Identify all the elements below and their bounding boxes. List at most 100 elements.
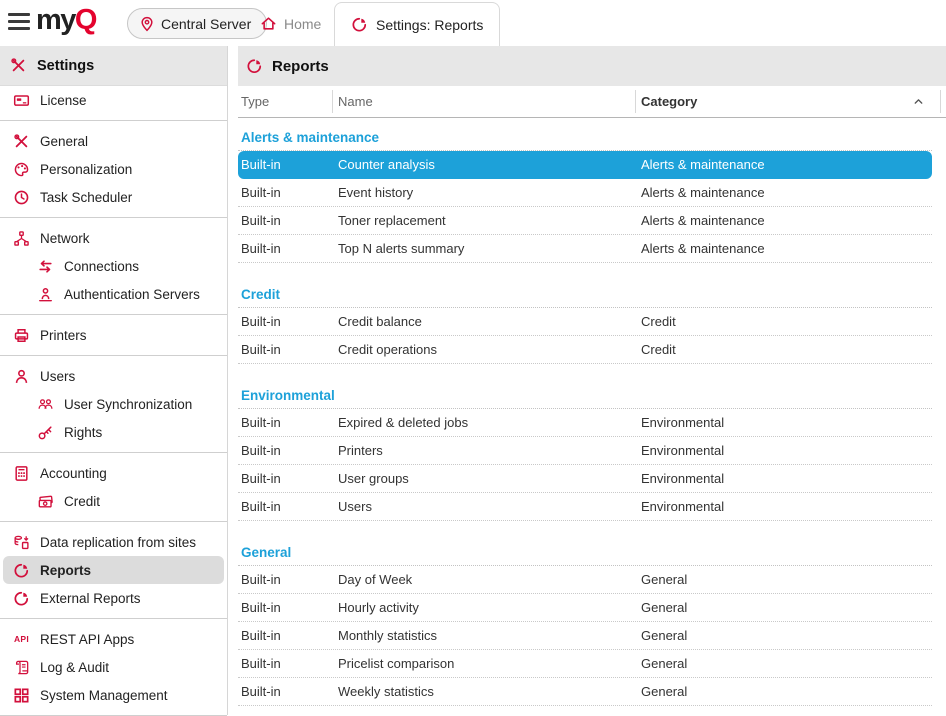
cell-category: Environmental [641, 443, 725, 458]
cell-type: Built-in [241, 684, 281, 699]
cell-category: General [641, 600, 688, 615]
sync-arrows-icon [37, 258, 54, 275]
sidebar-item-label: Printers [40, 327, 87, 343]
column-header-category[interactable]: Category [641, 94, 698, 109]
scroll-icon [13, 659, 30, 676]
home-icon [260, 15, 277, 32]
column-header-type[interactable]: Type [241, 94, 270, 109]
central-server-button[interactable]: Central Server [127, 8, 268, 39]
cell-category: Alerts & maintenance [641, 185, 765, 200]
calculator-icon [13, 465, 30, 482]
cell-category: Alerts & maintenance [641, 241, 765, 256]
cell-name: Toner replacement [338, 213, 446, 228]
table-row[interactable]: Built-in Users Environmental [238, 493, 932, 521]
sidebar-item-label: Authentication Servers [64, 286, 200, 302]
sidebar-item-accounting[interactable]: Accounting [3, 459, 224, 487]
sidebar-item-connections[interactable]: Connections [3, 252, 224, 280]
cell-type: Built-in [241, 600, 281, 615]
sidebar-item-network[interactable]: Network [3, 224, 224, 252]
cell-category: General [641, 572, 688, 587]
cell-name: Printers [338, 443, 383, 458]
tools-icon [13, 133, 30, 150]
cell-name: Credit balance [338, 314, 422, 329]
cell-category: General [641, 628, 688, 643]
location-pin-icon [138, 15, 155, 32]
cell-category: Alerts & maintenance [641, 213, 765, 228]
table-row[interactable]: Built-in Weekly statistics General [238, 678, 932, 706]
sidebar-item-credit[interactable]: Credit [3, 487, 224, 515]
column-separator [635, 90, 636, 113]
grid-icon [13, 687, 30, 704]
cell-type: Built-in [241, 314, 281, 329]
cell-type: Built-in [241, 471, 281, 486]
tab-settings-reports[interactable]: Settings: Reports [334, 2, 501, 46]
sidebar-item-label: Users [40, 368, 76, 384]
cell-type: Built-in [241, 415, 281, 430]
tab-home[interactable]: Home [252, 8, 329, 39]
sidebar-item-label: External Reports [40, 590, 141, 606]
pie-chart-icon [13, 590, 30, 607]
group-header: Alerts & maintenance [238, 128, 932, 151]
sidebar-item-label: System Management [40, 687, 168, 703]
table-row[interactable]: Built-in Day of Week General [238, 566, 932, 594]
cell-name: Day of Week [338, 572, 413, 587]
table-row[interactable]: Built-in User groups Environmental [238, 465, 932, 493]
table-row[interactable]: Built-in Pricelist comparison General [238, 650, 932, 678]
sidebar-item-external-reports[interactable]: External Reports [3, 584, 224, 612]
cell-category: General [641, 656, 688, 671]
sidebar-item-task-scheduler[interactable]: Task Scheduler [3, 183, 224, 211]
sidebar-header: Settings [0, 46, 227, 86]
sidebar-item-label: General [40, 133, 89, 149]
sidebar-item-license[interactable]: License [3, 86, 224, 114]
table-row[interactable]: Built-in Monthly statistics General [238, 622, 932, 650]
api-icon: API [13, 634, 30, 644]
table-row[interactable]: Built-in Printers Environmental [238, 437, 932, 465]
sidebar-item-users[interactable]: Users [3, 362, 224, 390]
reports-table: Alerts & maintenance Built-in Counter anal… [238, 128, 946, 706]
table-row-selected[interactable]: Built-in Counter analysis Alerts & mainten… [238, 151, 932, 179]
sidebar-divider [0, 314, 227, 315]
auth-person-icon [37, 286, 54, 303]
sidebar-item-data-replication-from-sites[interactable]: Data replication from sites [3, 528, 224, 556]
hamburger-menu-icon[interactable] [8, 13, 30, 31]
cell-type: Built-in [241, 185, 281, 200]
page-title: Reports [272, 57, 329, 75]
sidebar-divider [0, 618, 227, 619]
table-row[interactable]: Built-in Top N alerts summary Alerts & mai… [238, 235, 932, 263]
central-server-label: Central Server [161, 15, 252, 32]
cell-name: User groups [338, 471, 409, 486]
sidebar-item-rest-api-apps[interactable]: API REST API Apps [3, 625, 224, 653]
sidebar-divider [0, 355, 227, 356]
sidebar-item-system-management[interactable]: System Management [3, 681, 224, 709]
data-replication-icon [13, 534, 30, 551]
sidebar-item-authentication-servers[interactable]: Authentication Servers [3, 280, 224, 308]
sidebar-item-label: Network [40, 230, 90, 246]
table-row[interactable]: Built-in Credit operations Credit [238, 336, 932, 364]
sidebar-item-printers[interactable]: Printers [3, 321, 224, 349]
palette-icon [13, 161, 30, 178]
table-row[interactable]: Built-in Expired & deleted jobs Environmen… [238, 409, 932, 437]
pie-chart-icon [246, 58, 263, 75]
sort-ascending-icon[interactable] [912, 95, 925, 108]
sidebar-divider [0, 521, 227, 522]
sidebar-header-label: Settings [37, 57, 95, 74]
sidebar-item-personalization[interactable]: Personalization [3, 155, 224, 183]
sidebar-item-label: Credit [64, 493, 101, 509]
sidebar-item-label: Personalization [40, 161, 133, 177]
sidebar-item-label: Reports [40, 562, 92, 578]
user-group-icon [37, 396, 54, 413]
table-row[interactable]: Built-in Hourly activity General [238, 594, 932, 622]
table-row[interactable]: Built-in Credit balance Credit [238, 308, 932, 336]
column-header-name[interactable]: Name [338, 94, 373, 109]
sidebar-item-label: Log & Audit [40, 659, 110, 675]
cell-name: Expired & deleted jobs [338, 415, 469, 430]
sidebar-item-rights[interactable]: Rights [3, 418, 224, 446]
table-row[interactable]: Built-in Toner replacement Alerts & mainte… [238, 207, 932, 235]
table-row[interactable]: Built-in Event history Alerts & maintenanc… [238, 179, 932, 207]
sidebar-item-general[interactable]: General [3, 127, 224, 155]
sidebar-item-user-synchronization[interactable]: User Synchronization [3, 390, 224, 418]
myq-logo: myQ [36, 4, 97, 37]
sidebar-item-log-audit[interactable]: Log & Audit [3, 653, 224, 681]
cell-type: Built-in [241, 443, 281, 458]
sidebar-item-reports[interactable]: Reports [3, 556, 224, 584]
